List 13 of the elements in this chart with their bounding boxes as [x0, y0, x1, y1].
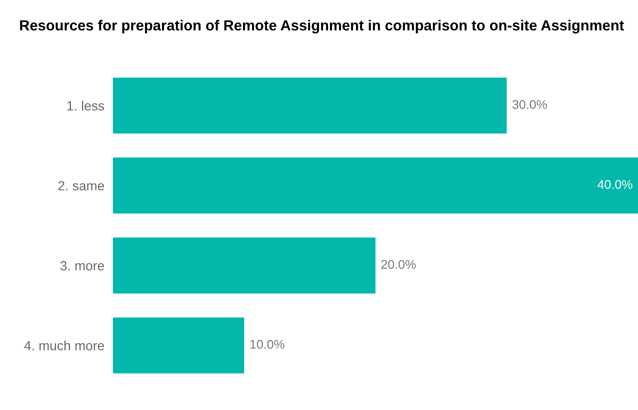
y-tick-label: 2. same	[58, 181, 104, 190]
data-label: 10.0%	[250, 340, 284, 349]
data-label: 20.0%	[381, 260, 416, 269]
bar	[112, 158, 638, 214]
y-tick-label: 3. more	[60, 261, 104, 270]
bar	[112, 317, 244, 374]
y-tick-label: 1. less	[67, 100, 104, 110]
y-tick-label: 4. much more	[24, 340, 104, 350]
data-label: 30.0%	[512, 100, 547, 109]
chart-title: Resources for preparation of Remote Assignment in comparison to on-site Assignment	[20, 20, 624, 34]
bar	[112, 237, 376, 294]
bar	[112, 78, 507, 134]
data-label: 40.0%	[598, 180, 632, 189]
